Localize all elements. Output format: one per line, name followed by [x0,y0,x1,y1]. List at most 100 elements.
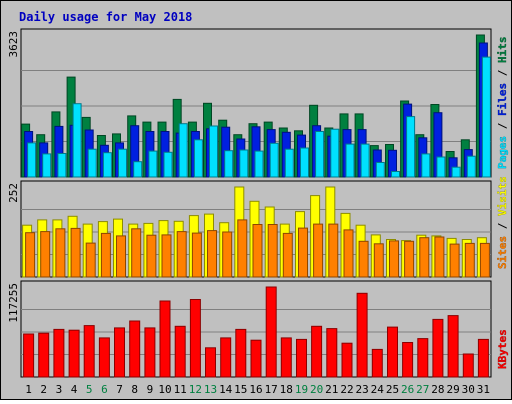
bar-sites-day-8 [131,228,142,278]
x-tick-day-27: 27 [416,383,429,396]
bar-kbytes-day-14 [220,337,232,378]
bar-sites-day-23 [358,240,369,278]
bar-pages-day-3 [57,153,67,178]
x-tick-day-12: 12 [189,383,202,396]
mid-legend: Sites / Visits [496,176,509,269]
bar-pages-day-31 [481,56,491,178]
chart-title: Daily usage for May 2018 [19,10,192,24]
bar-kbytes-day-3 [53,328,65,378]
x-tick-day-31: 31 [477,383,490,396]
bar-kbytes-day-19 [296,338,307,378]
x-tick-day-16: 16 [249,383,262,396]
bottom-series-kbytes [23,286,489,378]
bar-kbytes-day-1 [23,333,35,378]
legend-entry: Files [496,83,509,116]
x-tick-day-3: 3 [56,383,63,396]
bar-kbytes-day-24 [371,348,383,378]
bar-kbytes-day-18 [280,337,292,378]
bar-sites-day-11 [176,231,187,278]
x-tick-day-14: 14 [219,383,233,396]
bar-kbytes-day-20 [311,325,323,378]
bar-pages-day-24 [375,162,385,178]
bar-sites-day-1 [25,232,36,278]
bar-kbytes-day-26 [402,342,414,378]
legend-entry: Hits [496,37,509,64]
bar-sites-day-2 [40,231,51,278]
bar-sites-day-16 [252,224,263,278]
bar-kbytes-day-6 [98,337,110,378]
mid-panel: 252 Sites / Visits [7,176,509,278]
bar-sites-day-13 [207,230,217,278]
bar-sites-day-12 [191,232,202,278]
bar-sites-day-5 [85,242,96,278]
bar-kbytes-day-23 [356,292,368,378]
bar-sites-day-19 [298,227,308,278]
legend-entry: KBytes [496,329,509,369]
bar-sites-day-25 [389,240,399,278]
x-tick-day-10: 10 [158,383,171,396]
bar-pages-day-18 [284,148,294,178]
bar-sites-day-4 [70,227,81,278]
bar-pages-day-16 [254,150,264,178]
bar-kbytes-day-8 [129,320,141,378]
bottom-legend: KBytes [496,329,509,369]
legend-entry: / [496,116,509,136]
bar-sites-day-20 [313,223,324,278]
bar-pages-day-12 [193,139,203,178]
legend-entry: / [496,216,509,236]
mid-max-label: 252 [7,183,20,203]
x-tick-day-9: 9 [147,383,154,396]
bar-sites-day-28 [434,236,445,278]
bar-pages-day-13 [209,125,218,178]
bar-kbytes-day-2 [38,332,50,378]
bar-sites-day-10 [161,234,172,278]
bar-sites-day-3 [55,228,66,278]
bar-kbytes-day-15 [235,328,247,378]
bar-sites-day-30 [464,242,475,278]
bar-kbytes-day-11 [174,325,186,378]
x-tick-day-21: 21 [325,383,338,396]
bar-pages-day-5 [87,148,97,178]
bar-pages-day-14 [224,150,234,178]
x-tick-day-8: 8 [131,383,138,396]
x-tick-day-13: 13 [204,383,217,396]
bar-sites-day-7 [116,235,126,278]
x-tick-day-17: 17 [265,383,278,396]
bar-pages-day-26 [406,116,416,178]
bar-pages-day-23 [360,143,370,178]
bar-sites-day-21 [328,223,339,278]
top-legend: Pages / Files / Hits [496,37,509,170]
bar-pages-day-7 [118,148,127,178]
x-tick-day-29: 29 [446,383,459,396]
bar-kbytes-day-27 [417,338,429,378]
bar-kbytes-day-10 [159,300,171,378]
bar-pages-day-22 [345,143,355,178]
bar-pages-day-17 [269,142,279,178]
bar-kbytes-day-28 [432,318,444,378]
bar-pages-day-27 [421,153,431,178]
bar-sites-day-6 [100,232,111,278]
bar-pages-day-10 [163,151,173,178]
x-tick-day-1: 1 [25,383,32,396]
bar-kbytes-day-13 [205,347,216,378]
top-max-label: 3623 [7,31,20,58]
bar-pages-day-20 [315,131,325,178]
bar-sites-day-17 [267,224,278,278]
bar-sites-day-24 [373,243,384,278]
bar-sites-day-27 [419,237,430,278]
x-tick-day-23: 23 [355,383,368,396]
bar-pages-day-11 [178,123,188,178]
x-tick-day-24: 24 [371,383,385,396]
bar-sites-day-18 [282,232,293,278]
bar-kbytes-day-16 [250,339,262,378]
bottom-max-label: 117255 [7,283,20,323]
bar-kbytes-day-9 [144,327,156,378]
mid-series-sites [25,219,490,278]
bar-pages-day-6 [102,152,112,178]
top-panel: 3623 Pages / Files / Hits [7,28,509,178]
legend-entry: Visits [496,176,509,216]
x-tick-day-5: 5 [86,383,93,396]
bottom-panel: 117255 KBytes [7,280,509,378]
bar-kbytes-day-25 [387,326,398,378]
